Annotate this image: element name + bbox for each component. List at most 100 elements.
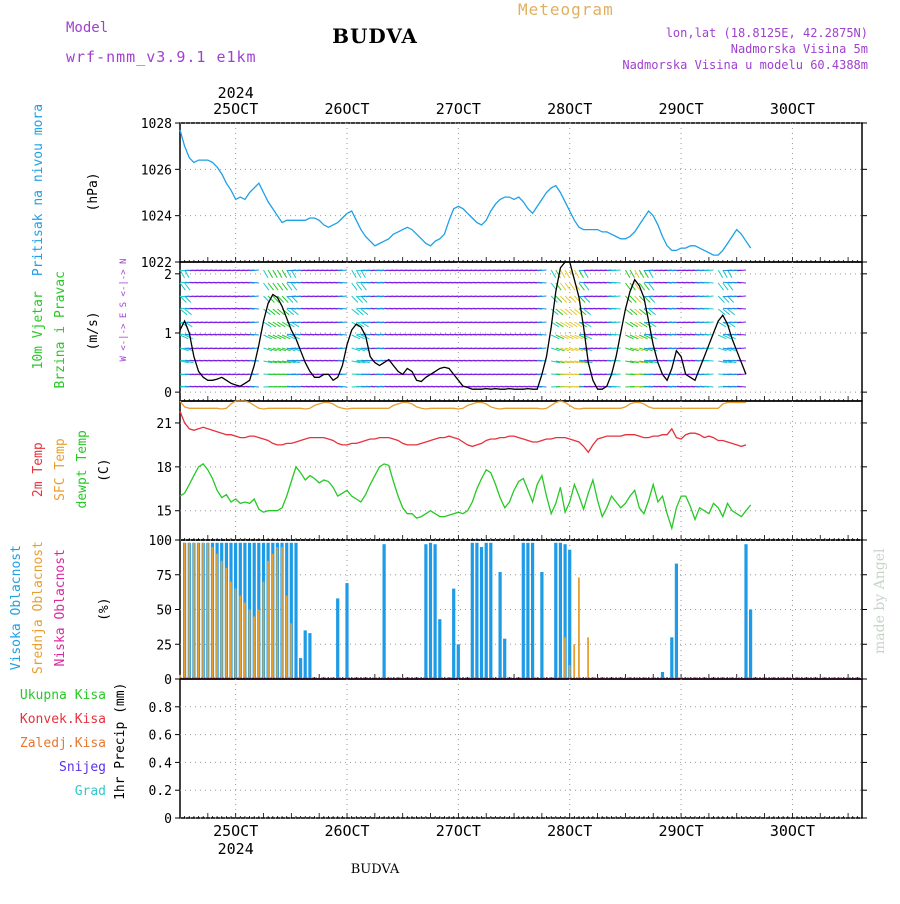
wind-arrow [338,373,348,376]
cloud-bar-0 [424,544,428,679]
wind-arrow [282,360,291,364]
wind-arrow [281,269,288,279]
time-label-top: 28OCT [547,100,592,118]
wind-arrow [281,282,288,291]
cloud-bar-1 [206,542,209,679]
cloud-bar-0 [345,583,349,679]
wind-arrow [736,373,747,376]
cloud-bar-0 [674,563,678,679]
cloud-bar-1 [234,588,237,679]
wind-arrow [355,282,363,291]
wind-arrow [272,269,278,279]
credit: made by Angel [872,548,888,655]
wind-arrow [249,359,259,362]
panel-frame-pressure [179,122,863,263]
wind-arrow [625,334,634,340]
cloud-bar-0 [452,588,456,679]
wind-arrow [638,308,647,316]
wind-arrow [727,269,733,279]
cloud-bar-1 [578,577,580,679]
wind-arrow [272,282,279,291]
cloud-bar-0 [252,542,256,679]
wind-arrow [574,308,582,316]
wind-arrow [184,360,194,364]
cloud-bar-1 [220,560,223,679]
wind-arrow [639,347,649,352]
panel-ylabel-cloud: Srednja Oblacnost [31,541,46,674]
wind-arrow [179,360,189,364]
wind-arrow [355,308,364,316]
wind-arrow [624,269,631,279]
wind-arrow [555,347,565,352]
wind-arrow [634,269,640,279]
page-title: BUDVA [332,24,418,48]
wind-arrow [574,360,584,364]
series-line-temperature-1 [179,400,746,410]
wind-arrow [263,360,273,364]
model-label: Model [66,20,109,36]
wind-arrow [722,269,728,279]
wind-arrow [611,373,621,376]
cloud-bar-0 [475,542,479,679]
panel-frame-temperature [179,400,863,541]
wind-arrow [355,269,362,279]
time-label-top: 30OCT [770,100,815,118]
wind-arrow [704,269,714,272]
panel-ylabel-precip: 1hr Precip (mm) [113,683,128,800]
wind-arrow [281,334,291,340]
wind-arrow [179,282,186,291]
y-tick-label-cloud: 75 [156,569,172,584]
wind-arrow [338,333,348,336]
wind-arrow [564,282,571,291]
cloud-bar-0 [531,542,535,679]
wind-arrow [634,282,641,291]
wind-arrow [704,307,714,310]
wind-arrow [179,334,189,340]
wind-arrow [634,308,643,316]
wind-arrow [184,308,192,316]
wind-arrow [267,334,277,340]
wind-arrow [360,308,369,316]
wind-arrow [573,269,580,279]
y-tick-label-precip: 0 [164,812,172,827]
panel-ylabel-temperature: (C) [97,458,112,481]
panel-ylabel-pressure: (hPa) [86,172,101,211]
series-line-temperature-0 [179,410,747,454]
wind-arrow [639,334,648,340]
precip-legend-item: Snijeg [59,760,106,775]
y-tick-label-cloud: 0 [164,673,172,688]
time-label-bottom: 29OCT [658,822,703,840]
wind-arrow [569,308,578,316]
wind-arrow [184,334,194,340]
wind-arrow [555,308,564,316]
cloud-bar-1 [262,581,265,679]
wind-arrow [629,360,639,364]
wind-arrow [634,360,644,364]
wind-arrow [736,333,747,336]
wind-arrow [611,359,621,362]
wind-arrow [560,321,569,328]
wind-arrow [281,321,290,328]
wind-arrow [537,333,547,336]
series-line-temperature-2 [179,463,752,531]
wind-arrow [717,334,727,340]
wind-arrow [184,269,190,279]
wind-arrow [560,295,568,303]
station-elevation: Nadmorska Visina 5m [730,42,868,56]
wind-arrow [351,295,359,303]
wind-arrow [574,334,583,340]
wind-arrow [276,269,283,279]
wind-arrow [634,295,642,303]
wind-arrow [550,334,560,340]
cloud-bar-0 [308,633,312,679]
y-tick-label-temperature: 15 [156,505,172,520]
wind-arrow [704,385,714,388]
wind-arrow [574,347,584,352]
wind-arrow [184,282,191,291]
wind-arrow [560,282,567,291]
panel-ylabel-temperature: 2m Temp [31,442,46,497]
wind-arrow [648,269,654,279]
y-tick-label-pressure: 1026 [141,163,172,178]
wind-arrow [625,347,635,352]
